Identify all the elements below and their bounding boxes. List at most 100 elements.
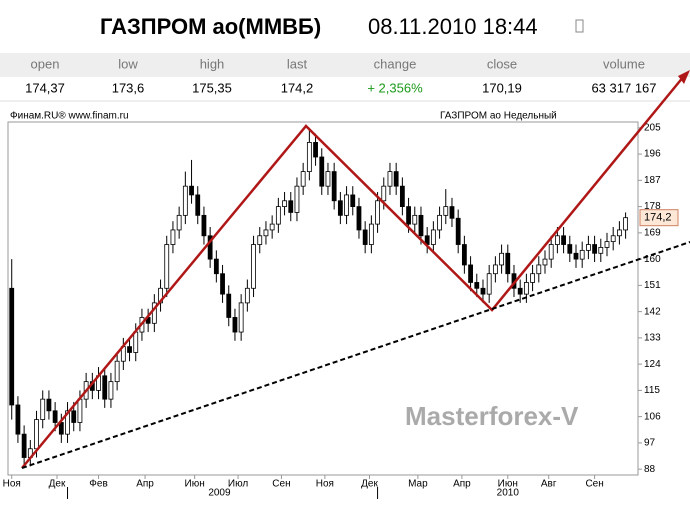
candle-body	[176, 214, 182, 231]
datetime: 08.11.2010 18:44	[368, 14, 538, 39]
y-tick-label: 205	[644, 122, 661, 133]
candle-body	[548, 244, 554, 260]
candle-body	[108, 381, 114, 400]
candle-body	[151, 302, 157, 324]
y-tick-label: 88	[644, 464, 656, 475]
candle-body	[567, 244, 573, 254]
candle-body	[275, 206, 281, 225]
candle-body	[232, 317, 238, 333]
y-tick-label: 106	[644, 411, 661, 422]
quote-value: 173,6	[112, 80, 145, 95]
candle-body	[257, 235, 263, 245]
candle-body	[554, 235, 560, 245]
x-tick-label: Мар	[408, 479, 428, 490]
candle-body	[399, 185, 405, 208]
candle-body	[592, 244, 597, 254]
quote-column-label: change	[374, 56, 417, 71]
candle-body	[65, 410, 70, 435]
candle-body	[77, 398, 83, 423]
y-tick-label: 133	[644, 333, 661, 344]
candle-body	[207, 235, 213, 260]
candle-body	[226, 293, 232, 318]
quote-value: 174,37	[25, 80, 65, 95]
candle-body	[213, 258, 219, 275]
candle-body	[313, 142, 318, 158]
candle-body	[164, 244, 170, 289]
y-tick-label: 142	[644, 306, 661, 317]
quote-value: 175,35	[192, 80, 232, 95]
candle-body	[288, 200, 294, 213]
candle-body	[133, 331, 139, 353]
quote-column-label: low	[118, 56, 138, 71]
candle-body	[201, 214, 207, 237]
candle-body	[449, 206, 455, 219]
candle-body	[195, 194, 201, 216]
x-tick-label: Дек	[361, 479, 378, 490]
candle-body	[21, 433, 27, 458]
quote-value: + 2,356%	[367, 80, 423, 95]
candle-body	[46, 398, 52, 412]
candle-body	[393, 171, 399, 187]
candle-body	[182, 185, 188, 216]
candle-body	[244, 287, 250, 304]
candle-body	[492, 264, 498, 275]
candle-body	[34, 419, 39, 450]
candle-body	[430, 229, 436, 245]
x-tick-label: Июл	[228, 479, 248, 490]
y-tick-label: 151	[644, 280, 661, 291]
candle-body	[610, 235, 616, 243]
candle-body	[623, 217, 628, 231]
candle-body	[616, 229, 622, 237]
candle-body	[294, 185, 300, 213]
quote-column-label: close	[487, 56, 517, 71]
x-tick-label: Апр	[136, 479, 154, 490]
candle-body	[542, 258, 548, 266]
y-tick-label: 124	[644, 359, 661, 370]
candle-body	[368, 223, 374, 245]
last-price-label: 174,2	[644, 212, 672, 224]
x-tick-label: Ноя	[316, 479, 334, 490]
candle-body	[437, 214, 442, 231]
quote-table: open 174,37 low 173,6 high 175,35 last 174,2 cha…	[25, 56, 656, 95]
quote-column-label: open	[31, 56, 60, 71]
candle-body	[585, 244, 591, 251]
candle-body	[269, 223, 275, 231]
x-tick-label: Ноя	[3, 479, 21, 490]
quote-value: 174,2	[281, 80, 314, 95]
instrument-title: ГАЗПРОМ ао(ММВБ)	[100, 14, 321, 39]
y-tick-label: 115	[644, 385, 660, 396]
candle-body	[344, 194, 349, 216]
y-tick-label: 160	[644, 254, 661, 265]
candle-body	[52, 410, 58, 423]
candle-body	[468, 264, 473, 283]
candle-body	[455, 217, 461, 245]
candle-body	[387, 171, 393, 187]
candle-body	[474, 282, 480, 289]
candle-body	[486, 273, 492, 295]
candle-body	[300, 171, 306, 187]
candle-body	[170, 229, 176, 245]
annotations	[21, 70, 690, 469]
candle-body	[9, 287, 15, 406]
candle-body	[102, 375, 108, 400]
candle-body	[15, 404, 21, 435]
candle-body	[375, 200, 380, 225]
candle-body	[251, 244, 256, 289]
candle-body	[443, 206, 449, 216]
candle-body	[114, 360, 120, 383]
candle-body	[319, 156, 325, 187]
candle-body	[71, 410, 77, 423]
candle-body	[238, 302, 244, 333]
quote-column-label: volume	[603, 56, 645, 71]
phone-icon	[575, 19, 584, 33]
year-label: 2010	[497, 488, 520, 499]
candle-body	[325, 171, 331, 187]
watermark: Masterforex-V	[405, 401, 579, 431]
x-tick-label: Июн	[498, 479, 518, 490]
x-tick-label: Авг	[541, 479, 557, 490]
candle-body	[604, 241, 610, 248]
y-tick-label: 169	[644, 228, 661, 239]
x-tick-label: Апр	[453, 479, 471, 490]
quote-column-label: last	[287, 56, 308, 71]
